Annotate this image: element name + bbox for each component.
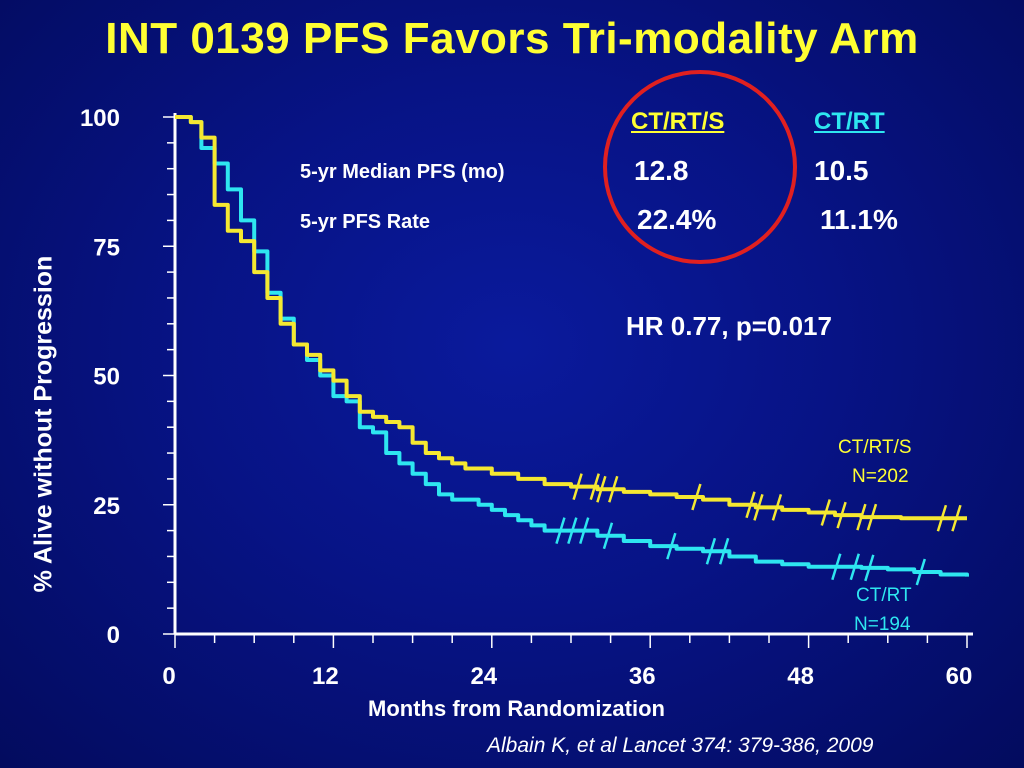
curve-ct-rt-s [175, 115, 967, 521]
y-tick-label: 25 [93, 493, 120, 520]
censor-mark-ct-rt-s [936, 504, 948, 532]
censor-mark-ct-rt-s [753, 493, 764, 521]
censor-mark-ct-rt [705, 537, 717, 565]
x-tick-label: 36 [629, 663, 656, 690]
y-tick-label: 50 [93, 364, 120, 391]
median-pfs-ct-rt-s: 12.8 [634, 155, 689, 186]
x-axis-label: Months from Randomization [368, 696, 665, 721]
censor-mark-ct-rt [555, 517, 566, 544]
table-header-ct-rt: CT/RT [814, 108, 885, 135]
censor-mark-ct-rt [849, 553, 860, 581]
legend-ct-rt-s-name: CT/RT/S [838, 437, 912, 458]
table-header-ct-rt-s: CT/RT/S [631, 108, 725, 135]
y-tick-label: 100 [80, 105, 120, 132]
highlight-circle [603, 70, 797, 264]
censor-mark-ct-rt-s [691, 483, 702, 511]
x-tick-label: 48 [787, 663, 814, 690]
y-tick-label: 0 [107, 622, 120, 649]
censor-mark-ct-rt-s [836, 501, 847, 529]
x-tick-label: 12 [312, 663, 339, 690]
censor-mark-ct-rt-s [608, 475, 619, 503]
citation: Albain K, et al Lancet 374: 379-386, 200… [487, 734, 874, 757]
pfs-rate-ct-rt: 11.1% [820, 204, 898, 235]
censor-mark-ct-rt [864, 554, 875, 582]
pfs-rate-ct-rt-s: 22.4% [637, 204, 717, 235]
legend-ct-rt-n: N=194 [854, 614, 911, 635]
hazard-ratio: HR 0.77, p=0.017 [626, 311, 832, 341]
censor-mark-ct-rt-s [771, 493, 783, 521]
censor-mark-ct-rt [831, 553, 842, 581]
censor-mark-ct-rt [567, 517, 578, 544]
x-tick-label: 0 [162, 663, 175, 690]
censor-mark-ct-rt-s [589, 473, 600, 501]
censor-mark-ct-rt-s [596, 475, 607, 503]
curve-ct-rt [175, 115, 969, 577]
censor-mark-ct-rt [718, 537, 730, 565]
censor-mark-ct-rt-s [856, 503, 867, 531]
legend-ct-rt-s-n: N=202 [852, 466, 909, 487]
censor-mark-ct-rt [602, 522, 614, 550]
censor-mark-ct-rt-s [572, 473, 583, 501]
y-axis-label: % Alive without Progression [29, 255, 58, 593]
censor-mark-ct-rt-s [951, 504, 962, 532]
x-tick-label: 60 [946, 663, 973, 690]
censor-mark-ct-rt-s [820, 499, 831, 526]
row-label-median-pfs: 5-yr Median PFS (mo) [300, 161, 505, 183]
legend-ct-rt-name: CT/RT [856, 585, 912, 606]
censor-mark-ct-rt-s [745, 491, 756, 519]
censor-mark-ct-rt [579, 517, 590, 544]
chart-axes: 0 25 50 75 100 0 12 24 36 48 60 [80, 105, 973, 690]
chart-curves [175, 115, 969, 586]
censor-mark-ct-rt [915, 558, 926, 586]
y-tick-label: 75 [93, 234, 120, 261]
row-label-pfs-rate: 5-yr PFS Rate [300, 211, 431, 233]
x-tick-label: 24 [470, 663, 497, 690]
censor-mark-ct-rt-s [866, 503, 878, 531]
slide-title: INT 0139 PFS Favors Tri-modality Arm [105, 14, 919, 63]
censor-mark-ct-rt [666, 532, 677, 560]
median-pfs-ct-rt: 10.5 [814, 155, 869, 186]
